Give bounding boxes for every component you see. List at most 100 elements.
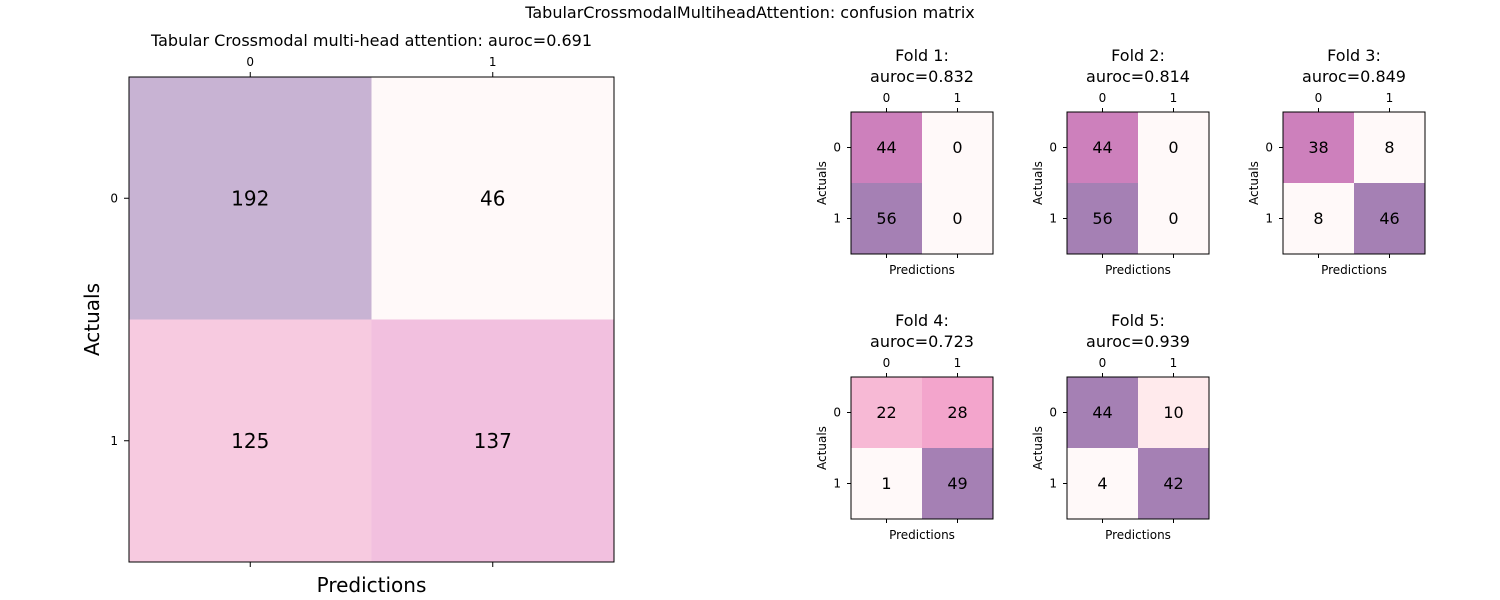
heatmap-cell xyxy=(922,112,993,183)
x-tick-label: 0 xyxy=(1099,91,1107,105)
axes-frame xyxy=(128,76,615,563)
panel-title: Fold 5: xyxy=(1111,311,1165,330)
y-axis-label: Actuals xyxy=(80,283,104,356)
heatmap-cell xyxy=(1138,448,1209,519)
heatmap-cell xyxy=(1283,112,1354,183)
x-tick-label: 0 xyxy=(246,55,254,69)
x-tick-label: 1 xyxy=(954,356,962,370)
heatmap-cell xyxy=(851,183,922,254)
y-tick-label: 0 xyxy=(1049,406,1057,420)
x-tick-label: 0 xyxy=(883,91,891,105)
heatmap-cell xyxy=(922,183,993,254)
y-tick-label: 1 xyxy=(833,477,841,491)
cell-value-label: 8 xyxy=(1313,209,1323,228)
figure-suptitle: TabularCrossmodalMultiheadAttention: con… xyxy=(524,3,975,22)
panel-title: Tabular Crossmodal multi-head attention:… xyxy=(150,31,592,50)
x-tick-label: 0 xyxy=(883,356,891,370)
x-tick-label: 0 xyxy=(1315,91,1323,105)
axes-frame xyxy=(850,376,994,520)
y-tick-label: 1 xyxy=(1049,477,1057,491)
y-tick-label: 0 xyxy=(110,191,118,205)
y-tick-label: 1 xyxy=(833,212,841,226)
y-tick-label: 1 xyxy=(1049,212,1057,226)
heatmap-panel-fold-4: 22 28 1 49 0 1 0 1 Fold 4: auroc=0.723 Predictions… xyxy=(815,311,994,542)
heatmap-cell xyxy=(1138,112,1209,183)
heatmap-cell xyxy=(1283,183,1354,254)
cell-value-label: 4 xyxy=(1097,474,1107,493)
cell-value-label: 22 xyxy=(876,403,896,422)
heatmap-cell xyxy=(851,448,922,519)
cell-value-label: 137 xyxy=(474,429,512,453)
cell-value-label: 38 xyxy=(1308,138,1328,157)
axes-frame xyxy=(1282,111,1426,255)
x-tick-label: 1 xyxy=(1170,356,1178,370)
x-axis-label: Predictions xyxy=(889,263,955,277)
x-axis-label: Predictions xyxy=(1105,263,1171,277)
cell-value-label: 0 xyxy=(952,209,962,228)
panel-title: Fold 1: xyxy=(895,46,949,65)
y-tick-label: 0 xyxy=(833,406,841,420)
x-tick-label: 0 xyxy=(1099,356,1107,370)
cell-value-label: 0 xyxy=(1168,209,1178,228)
panel-title: auroc=0.814 xyxy=(1086,67,1190,86)
panel-title: auroc=0.939 xyxy=(1086,332,1190,351)
cell-value-label: 46 xyxy=(1379,209,1399,228)
cell-value-label: 0 xyxy=(1168,138,1178,157)
y-axis-label: Actuals xyxy=(1247,161,1261,205)
heatmap-cell xyxy=(1354,112,1425,183)
heatmap-cell xyxy=(129,77,372,320)
heatmap-cell xyxy=(1067,448,1138,519)
heatmap-panel-overall: 192 46 125 137 0 1 0 1 Tabular Crossmodal multi-… xyxy=(80,31,615,597)
cell-value-label: 1 xyxy=(881,474,891,493)
cell-value-label: 10 xyxy=(1163,403,1183,422)
cell-value-label: 44 xyxy=(1092,403,1112,422)
cell-value-label: 0 xyxy=(952,138,962,157)
cell-value-label: 44 xyxy=(876,138,896,157)
x-tick-label: 1 xyxy=(1170,91,1178,105)
heatmap-panel-fold-1: 44 0 56 0 0 1 0 1 Fold 1: auroc=0.832 Predictions A… xyxy=(815,46,994,277)
heatmap-cell xyxy=(1138,183,1209,254)
cell-value-label: 42 xyxy=(1163,474,1183,493)
heatmap-cell xyxy=(371,319,614,562)
heatmap-cell xyxy=(1138,377,1209,448)
y-axis-label: Actuals xyxy=(815,426,829,470)
cell-value-label: 44 xyxy=(1092,138,1112,157)
panel-title: auroc=0.723 xyxy=(870,332,974,351)
cell-value-label: 28 xyxy=(947,403,967,422)
axes-frame xyxy=(1066,111,1210,255)
x-tick-label: 1 xyxy=(954,91,962,105)
x-axis-label: Predictions xyxy=(317,573,427,597)
cell-value-label: 56 xyxy=(876,209,896,228)
heatmap-cell xyxy=(922,377,993,448)
cell-value-label: 125 xyxy=(231,429,269,453)
heatmap-cell xyxy=(129,319,372,562)
y-tick-label: 1 xyxy=(110,434,118,448)
axes-frame xyxy=(1066,376,1210,520)
heatmap-panel-fold-2: 44 0 56 0 0 1 0 1 Fold 2: auroc=0.814 Predictions A… xyxy=(1031,46,1210,277)
y-tick-label: 0 xyxy=(1049,141,1057,155)
y-axis-label: Actuals xyxy=(1031,426,1045,470)
axes-frame xyxy=(850,111,994,255)
heatmap-cell xyxy=(1067,112,1138,183)
cell-value-label: 8 xyxy=(1384,138,1394,157)
heatmap-cell xyxy=(851,112,922,183)
x-tick-label: 1 xyxy=(489,55,497,69)
cell-value-label: 49 xyxy=(947,474,967,493)
x-axis-label: Predictions xyxy=(1105,528,1171,542)
heatmap-cell xyxy=(1067,377,1138,448)
y-tick-label: 0 xyxy=(1265,141,1273,155)
panel-title: auroc=0.849 xyxy=(1302,67,1406,86)
x-axis-label: Predictions xyxy=(1321,263,1387,277)
heatmap-cell xyxy=(922,448,993,519)
x-axis-label: Predictions xyxy=(889,528,955,542)
panel-title: Fold 3: xyxy=(1327,46,1381,65)
cell-value-label: 56 xyxy=(1092,209,1112,228)
heatmap-cell xyxy=(371,77,614,320)
cell-value-label: 192 xyxy=(231,186,269,210)
x-tick-label: 1 xyxy=(1386,91,1394,105)
y-axis-label: Actuals xyxy=(815,161,829,205)
heatmap-cell xyxy=(851,377,922,448)
